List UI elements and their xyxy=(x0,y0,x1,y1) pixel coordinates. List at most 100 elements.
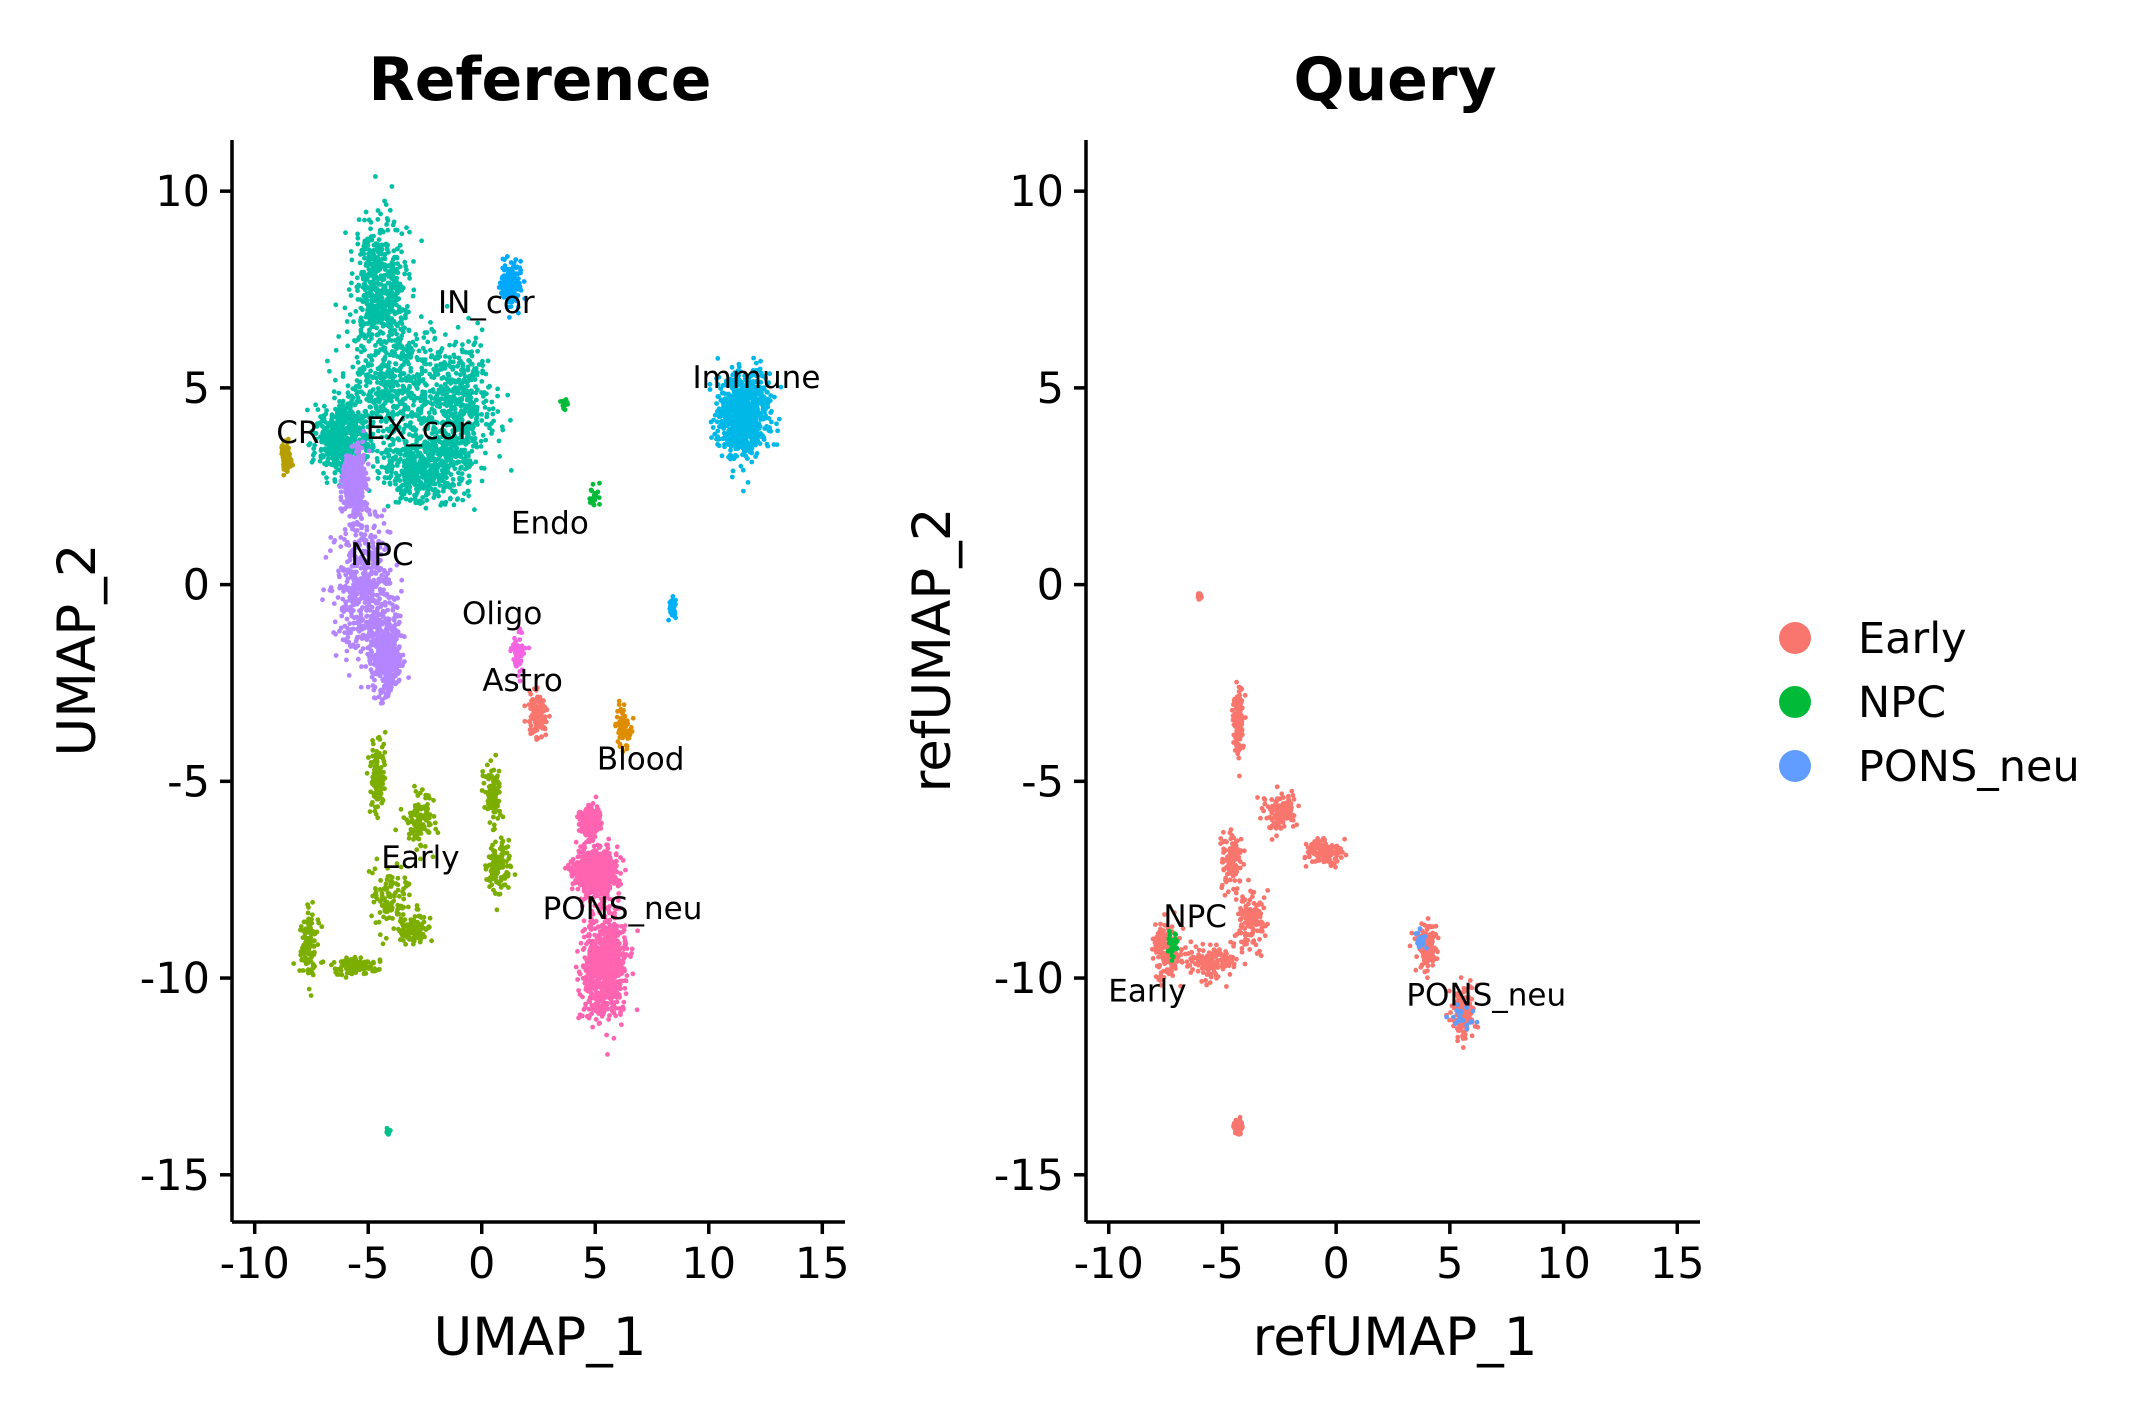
data-point xyxy=(357,379,363,385)
data-point xyxy=(465,367,471,373)
reference-points xyxy=(279,174,784,1137)
data-point xyxy=(332,538,338,543)
data-point xyxy=(365,255,371,261)
data-point xyxy=(369,357,375,363)
data-point xyxy=(391,379,397,385)
data-point xyxy=(423,461,428,467)
data-point xyxy=(591,502,597,508)
data-point xyxy=(368,661,373,666)
data-point xyxy=(403,450,409,455)
data-point xyxy=(392,597,397,602)
data-point xyxy=(399,333,405,339)
data-point xyxy=(481,466,487,471)
data-point xyxy=(351,319,356,325)
data-point xyxy=(342,440,347,445)
data-point xyxy=(413,492,419,498)
data-point xyxy=(731,442,736,448)
data-point xyxy=(324,475,329,481)
data-point xyxy=(384,222,389,227)
data-point xyxy=(347,621,353,626)
data-point xyxy=(382,256,388,262)
data-point xyxy=(728,405,734,411)
data-point xyxy=(354,346,360,352)
data-point xyxy=(284,450,290,456)
data-point xyxy=(358,684,364,690)
data-point xyxy=(410,293,416,299)
data-point xyxy=(444,484,449,489)
data-point xyxy=(376,237,382,243)
data-point xyxy=(338,489,344,495)
data-point xyxy=(734,415,739,420)
data-point xyxy=(442,363,448,369)
data-point xyxy=(711,417,716,423)
data-point xyxy=(370,431,376,437)
data-point xyxy=(379,601,385,607)
data-point xyxy=(384,312,390,317)
data-point xyxy=(402,271,407,277)
data-point xyxy=(715,428,721,434)
data-point xyxy=(364,524,370,530)
data-point xyxy=(397,309,403,315)
data-point xyxy=(398,451,403,457)
data-point xyxy=(326,448,332,453)
data-point xyxy=(495,393,500,399)
data-point xyxy=(397,644,402,649)
data-point xyxy=(368,389,374,395)
data-point xyxy=(444,422,449,428)
data-point xyxy=(414,384,419,390)
data-point xyxy=(389,184,395,189)
data-point xyxy=(728,456,733,462)
data-point xyxy=(459,471,465,476)
data-point xyxy=(741,398,747,403)
data-point xyxy=(395,270,401,276)
data-point xyxy=(372,523,377,529)
data-point xyxy=(378,211,383,217)
data-point xyxy=(331,389,337,394)
data-point xyxy=(375,380,380,385)
data-point xyxy=(386,360,392,365)
data-point xyxy=(440,460,446,466)
data-point xyxy=(386,393,392,399)
data-point xyxy=(473,397,479,403)
data-point xyxy=(352,414,358,419)
data-point xyxy=(364,435,370,440)
data-point xyxy=(348,293,354,298)
data-point xyxy=(431,447,437,453)
data-point xyxy=(402,396,408,401)
data-point xyxy=(364,614,369,619)
data-point xyxy=(402,474,408,480)
data-point xyxy=(337,419,342,424)
data-point xyxy=(381,440,386,446)
data-point xyxy=(397,337,403,342)
data-point xyxy=(367,317,373,322)
data-point xyxy=(435,390,441,396)
data-point xyxy=(347,424,352,430)
data-point xyxy=(404,225,409,231)
data-point xyxy=(334,413,339,419)
data-point xyxy=(376,470,382,476)
data-point xyxy=(393,302,399,308)
data-point xyxy=(457,372,463,378)
data-point xyxy=(407,376,413,381)
data-point xyxy=(333,377,338,383)
data-point xyxy=(425,339,431,345)
data-point xyxy=(407,383,412,389)
data-point xyxy=(756,411,762,417)
data-point xyxy=(716,443,722,449)
data-point xyxy=(328,535,334,540)
data-point xyxy=(423,457,428,463)
data-point xyxy=(342,415,348,421)
data-point xyxy=(409,464,415,470)
data-point xyxy=(390,273,395,279)
data-point xyxy=(746,444,752,450)
data-point xyxy=(387,447,393,453)
data-point xyxy=(337,628,342,634)
data-point xyxy=(483,437,489,443)
data-point xyxy=(375,268,381,274)
data-point xyxy=(710,425,716,430)
data-point xyxy=(421,482,427,487)
data-point xyxy=(363,209,369,215)
data-point xyxy=(479,478,485,484)
data-point xyxy=(396,485,401,491)
data-point xyxy=(403,389,408,394)
